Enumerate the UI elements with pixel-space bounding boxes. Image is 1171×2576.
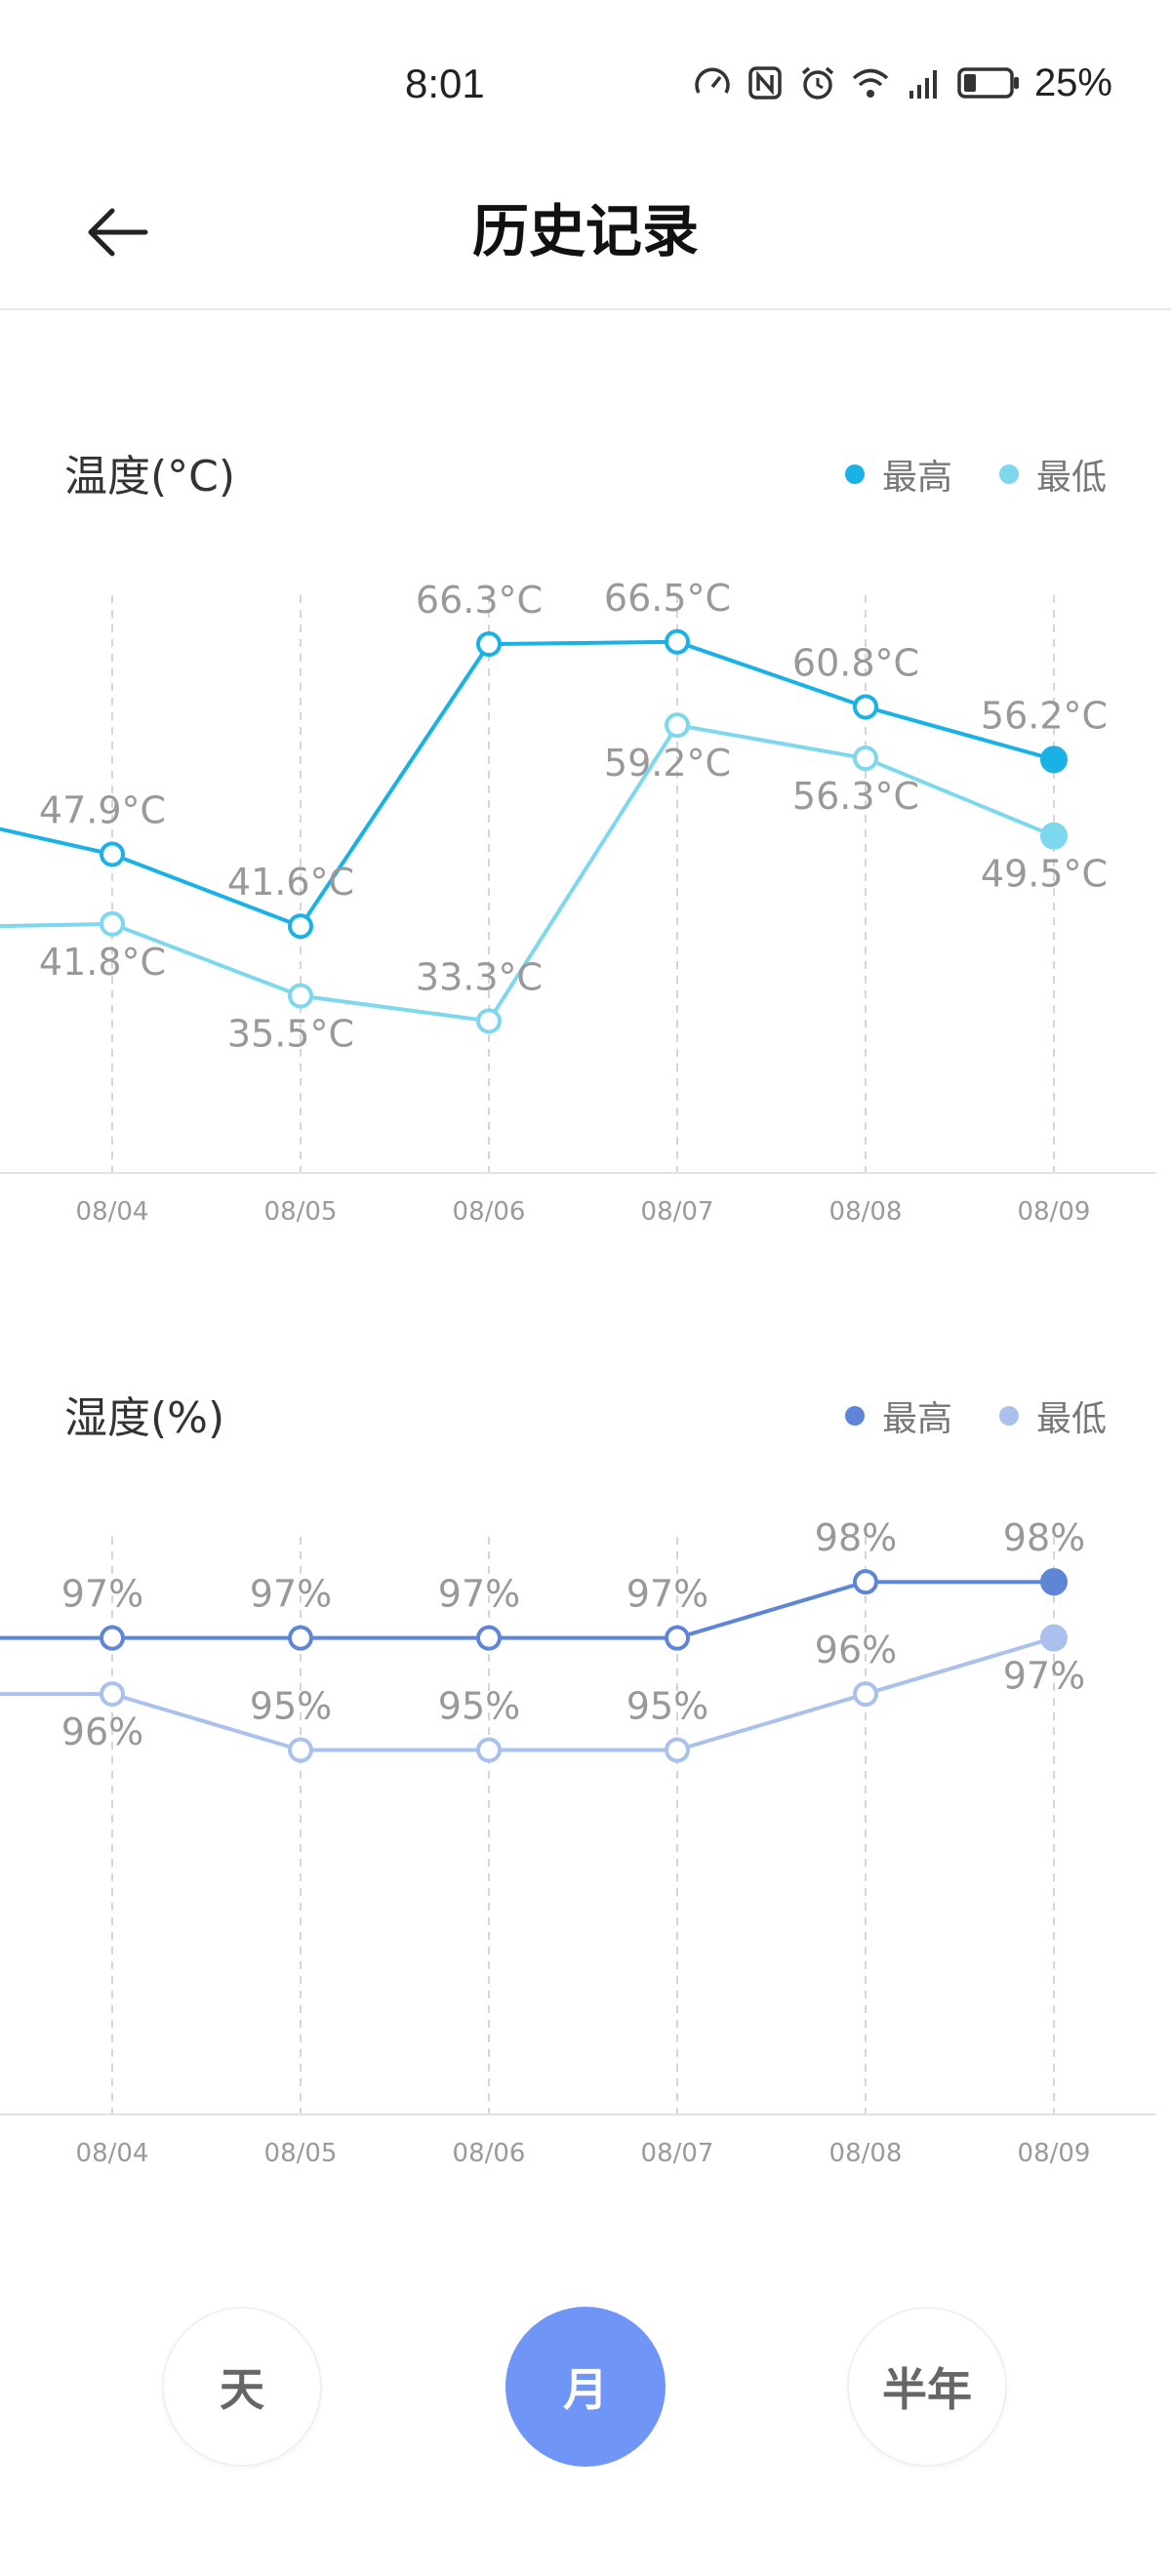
data-point [476, 631, 502, 658]
legend-label-max: 最高 [881, 458, 952, 498]
temperature-chart-title: 温度(°C) [64, 452, 236, 502]
data-point [476, 1625, 502, 1651]
data-label: 95% [438, 1685, 520, 1728]
data-label: 56.2°C [981, 694, 1108, 737]
legend-item-max: 最高 [844, 449, 952, 500]
x-tick-label: 08/04 [76, 1197, 149, 1227]
x-tick-label: 08/05 [264, 1197, 338, 1227]
data-point [665, 1625, 690, 1651]
data-label: 41.6°C [227, 861, 354, 904]
data-point [476, 1008, 502, 1034]
legend-label-max: 最高 [881, 1399, 952, 1439]
legend-dot-max [844, 464, 865, 484]
legend-item-min: 最低 [998, 449, 1107, 500]
5g-signal-icon [909, 70, 937, 99]
data-point [853, 1681, 878, 1708]
legend-item-max: 最高 [844, 1390, 952, 1441]
data-point [853, 1569, 878, 1595]
data-label: 98% [1003, 1516, 1085, 1559]
data-point [288, 983, 313, 1009]
tab-day[interactable]: 天 [162, 2307, 322, 2467]
data-point [1040, 745, 1068, 774]
data-point [100, 1681, 125, 1708]
status-icons: 25% [693, 59, 1112, 107]
data-point [100, 841, 125, 867]
data-point [665, 628, 690, 655]
x-tick-label: 08/06 [453, 1197, 526, 1227]
data-point [1040, 822, 1068, 850]
legend-item-min: 最低 [998, 1390, 1107, 1441]
humidity-line-chart: 08/04 08/05 08/06 08/07 08/08 08/09 97% 97% 97% 9… [0, 1516, 1156, 2168]
data-label: 97% [626, 1573, 708, 1616]
data-point [100, 910, 125, 937]
data-label: 59.2°C [604, 742, 731, 785]
data-label: 97% [250, 1573, 332, 1616]
data-point [1040, 1624, 1068, 1652]
legend-dot-min [998, 1406, 1019, 1426]
data-label: 60.8°C [792, 641, 919, 684]
temperature-legend: 最高 最低 [844, 449, 1107, 500]
data-label: 96% [61, 1711, 143, 1753]
data-label: 56.3°C [792, 775, 919, 818]
data-label: 97% [1003, 1655, 1085, 1698]
data-point [288, 1625, 313, 1651]
x-tick-label: 08/06 [453, 2139, 526, 2168]
temperature-chart-section: 温度(°C) 最高 最低 08/04 08/05 08/06 08/07 08/08 08… [0, 429, 1171, 1249]
speedometer-icon [695, 67, 730, 94]
page-title: 历史记录 [471, 198, 699, 264]
data-label: 95% [626, 1685, 708, 1728]
data-label: 47.9°C [39, 788, 166, 831]
alarm-icon [801, 66, 834, 100]
battery-percent: 25% [1033, 60, 1112, 104]
data-label: 97% [438, 1573, 520, 1616]
x-tick-label: 08/05 [264, 2139, 338, 2168]
temperature-line-chart: 08/04 08/05 08/06 08/07 08/08 08/09 47.9°C 41.6… [0, 577, 1156, 1227]
data-point [853, 694, 878, 720]
legend-label-min: 最低 [1035, 458, 1107, 498]
data-point [476, 1737, 502, 1763]
data-point [100, 1625, 125, 1651]
tab-month[interactable]: 月 [505, 2307, 666, 2467]
data-label: 66.3°C [416, 579, 543, 622]
status-bar: 8:01 25% [0, 0, 1171, 156]
data-label: 35.5°C [227, 1013, 354, 1056]
data-point [288, 1737, 313, 1763]
humidity-chart-title: 湿度(%) [64, 1393, 225, 1443]
period-tabs: 天 月 半年 [0, 2307, 1171, 2471]
data-label: 66.5°C [604, 577, 731, 620]
legend-dot-min [998, 464, 1019, 484]
wifi-icon [852, 68, 889, 98]
data-point [288, 913, 313, 940]
data-label: 98% [815, 1516, 897, 1559]
data-point [1040, 1568, 1068, 1596]
data-label: 41.8°C [39, 941, 166, 984]
data-label: 96% [815, 1629, 897, 1671]
humidity-chart-section: 湿度(%) 最高 最低 08/04 08/05 08/06 08/07 08/08 08/… [0, 1371, 1171, 2191]
data-label: 97% [61, 1573, 143, 1616]
x-tick-label: 08/07 [641, 2139, 714, 2168]
data-point [665, 712, 690, 739]
status-time: 8:01 [405, 60, 485, 106]
data-label: 95% [250, 1685, 332, 1728]
data-label: 33.3°C [416, 955, 543, 998]
data-point [853, 745, 878, 772]
legend-dot-max [844, 1406, 865, 1426]
tab-half-year[interactable]: 半年 [847, 2307, 1007, 2467]
x-tick-label: 08/07 [641, 1197, 714, 1227]
data-label: 49.5°C [981, 853, 1108, 896]
x-tick-label: 08/08 [829, 2139, 903, 2168]
x-tick-label: 08/04 [76, 2139, 149, 2168]
x-tick-label: 08/09 [1018, 1197, 1091, 1227]
battery-icon [957, 67, 1019, 99]
arrow-left-icon [88, 208, 148, 257]
humidity-legend: 最高 最低 [844, 1390, 1107, 1441]
nfc-icon [748, 66, 782, 100]
x-tick-label: 08/09 [1018, 2139, 1091, 2168]
x-tick-label: 08/08 [829, 1197, 903, 1227]
back-button[interactable] [68, 183, 166, 281]
top-app-bar: 历史记录 [0, 156, 1171, 310]
data-point [665, 1737, 690, 1763]
legend-label-min: 最低 [1035, 1399, 1107, 1439]
